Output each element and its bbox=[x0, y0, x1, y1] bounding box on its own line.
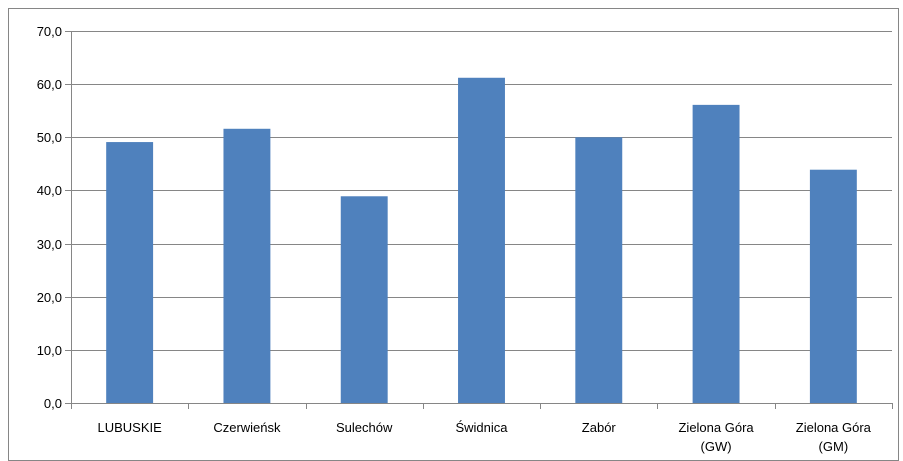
x-category-label: (GW) bbox=[701, 439, 732, 454]
x-category-label: LUBUSKIE bbox=[97, 420, 162, 435]
y-tick-label: 30,0 bbox=[37, 237, 62, 252]
y-tick-label: 10,0 bbox=[37, 343, 62, 358]
chart-frame bbox=[8, 8, 899, 461]
bar bbox=[692, 104, 740, 404]
bar bbox=[223, 128, 271, 404]
bar bbox=[809, 169, 857, 403]
y-tick-label: 0,0 bbox=[44, 396, 62, 411]
x-category-label: (GM) bbox=[819, 439, 849, 454]
y-tick-label: 50,0 bbox=[37, 130, 62, 145]
y-tick-label: 20,0 bbox=[37, 290, 62, 305]
y-tick-label: 70,0 bbox=[37, 24, 62, 39]
bar bbox=[340, 196, 388, 403]
x-category-label: Sulechów bbox=[336, 420, 393, 435]
bar bbox=[575, 137, 623, 404]
x-category-label: Zielona Góra bbox=[796, 420, 872, 435]
y-tick-label: 40,0 bbox=[37, 183, 62, 198]
x-category-label: Zielona Góra bbox=[678, 420, 754, 435]
x-category-label: Zabór bbox=[582, 420, 617, 435]
bar bbox=[458, 77, 505, 403]
bar bbox=[106, 142, 154, 403]
y-tick-label: 60,0 bbox=[37, 77, 62, 92]
x-category-label: Czerwieńsk bbox=[213, 420, 281, 435]
x-category-label: Świdnica bbox=[455, 420, 508, 435]
